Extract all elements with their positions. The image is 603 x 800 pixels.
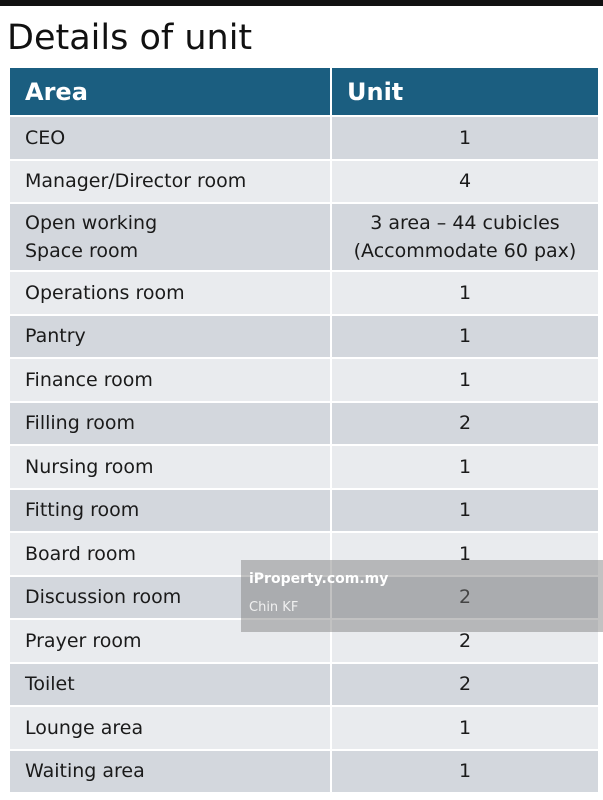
unit-cell: 2 (332, 576, 598, 618)
unit-cell: 1 (332, 117, 598, 159)
area-cell: Open working Space room (10, 204, 330, 270)
unit-cell: 1 (332, 533, 598, 575)
table-row: Toilet 2 (10, 663, 598, 705)
area-cell: Fitting room (10, 489, 330, 531)
table: Area Unit CEO 1 Manager/Director room 4 Open w… (10, 68, 598, 794)
area-cell: Board room (10, 533, 330, 575)
unit-cell: 2 (332, 620, 598, 662)
table-row: Nursing room 1 (10, 446, 598, 488)
area-cell: Discussion room (10, 576, 330, 618)
area-cell: Nursing room (10, 446, 330, 488)
header-cell: Area (10, 68, 330, 115)
area-cell: Filling room (10, 402, 330, 444)
page-title: Details of unit (7, 18, 253, 58)
table-row: CEO 1 (10, 117, 598, 159)
area-cell: Prayer room (10, 620, 330, 662)
table-row: Finance room 1 (10, 359, 598, 401)
area-cell: Pantry (10, 315, 330, 357)
unit-cell: 1 (332, 707, 598, 749)
table-row: Open working Space room 3 area – 44 cubic… (10, 204, 598, 270)
unit-cell: 1 (332, 315, 598, 357)
watermark-brand: iProperty.com.my (249, 571, 389, 587)
header-row: Area Unit (10, 68, 598, 115)
table-row: Lounge area 1 (10, 707, 598, 749)
top-bar (0, 0, 603, 6)
area-cell: Toilet (10, 663, 330, 705)
unit-cell: 2 (332, 402, 598, 444)
unit-cell: 2 (332, 663, 598, 705)
area-cell: Waiting area (10, 750, 330, 792)
table-row: Filling room 2 (10, 402, 598, 444)
unit-cell: 1 (332, 272, 598, 314)
watermark: iProperty.com.my Chin KF (241, 560, 603, 632)
table-row: Fitting room 1 (10, 489, 598, 531)
table-row: Operations room 1 (10, 272, 598, 314)
area-cell: CEO (10, 117, 330, 159)
table-row: Manager/Director room 4 (10, 160, 598, 202)
unit-cell: 1 (332, 359, 598, 401)
unit-cell: 3 area – 44 cubicles (Accommodate 60 pax… (332, 204, 598, 270)
table-row: Prayer room 2 (10, 620, 598, 662)
header-cell: Unit (332, 68, 598, 115)
unit-cell: 1 (332, 750, 598, 792)
table-row: Discussion room 2 (10, 576, 598, 618)
table-row: Pantry 1 (10, 315, 598, 357)
area-cell: Manager/Director room (10, 160, 330, 202)
area-cell: Lounge area (10, 707, 330, 749)
unit-cell: 4 (332, 160, 598, 202)
unit-cell: 1 (332, 446, 598, 488)
area-cell: Operations room (10, 272, 330, 314)
table-row: Waiting area 1 (10, 750, 598, 792)
unit-cell: 1 (332, 489, 598, 531)
table-row: Board room 1 (10, 533, 598, 575)
watermark-author: Chin KF (249, 600, 299, 615)
area-cell: Finance room (10, 359, 330, 401)
